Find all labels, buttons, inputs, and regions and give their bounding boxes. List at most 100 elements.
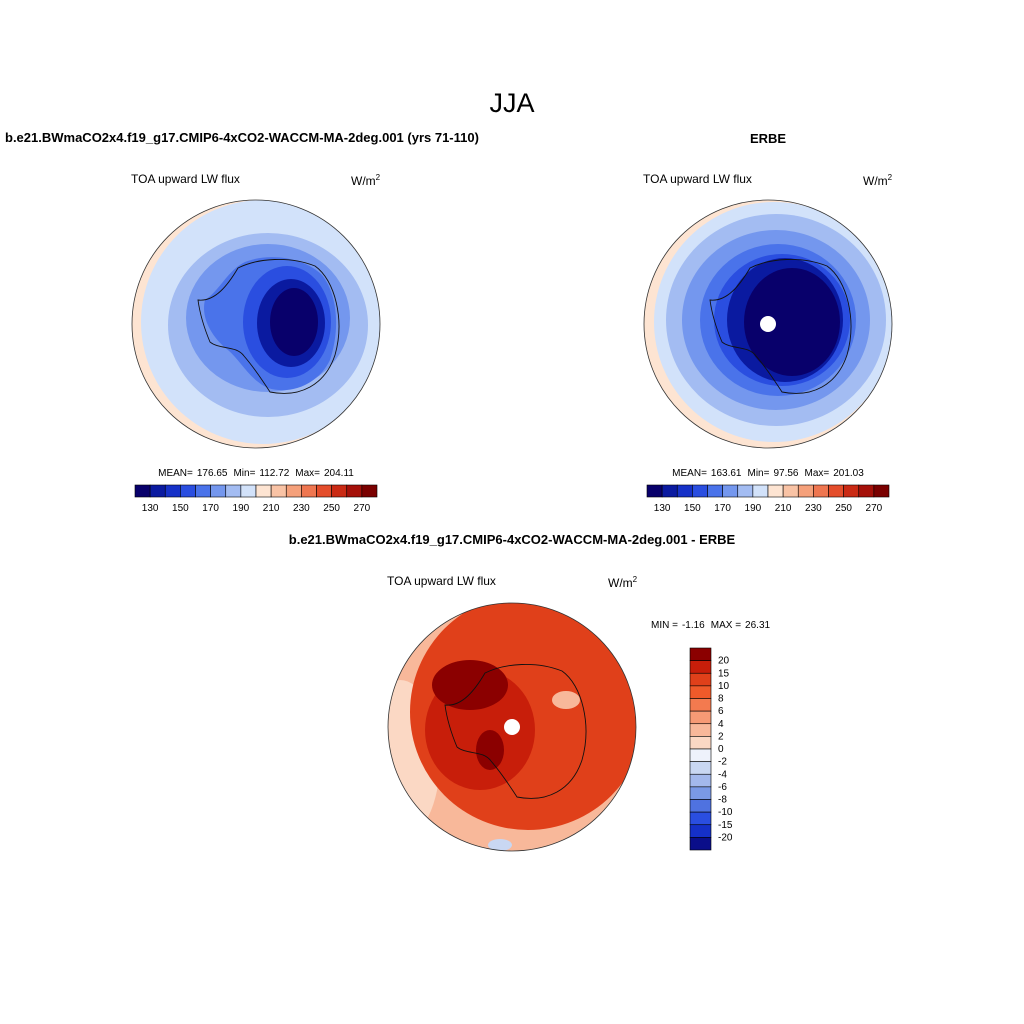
stat-label: Max= — [295, 468, 320, 479]
colorbar-label: 210 — [263, 503, 280, 514]
colorbar-label: 210 — [775, 503, 792, 514]
colorbar-cell — [134, 484, 151, 498]
units: W/m — [863, 174, 888, 188]
colorbar-cell — [316, 484, 332, 498]
colorbar-cell — [843, 484, 860, 498]
colorbar-label: 130 — [142, 503, 159, 514]
colorbar-cell — [164, 484, 181, 498]
colorbar-cell — [689, 685, 712, 699]
colorbar-cell — [689, 748, 712, 762]
stat-label: MEAN= — [672, 468, 707, 479]
colorbar-cell — [346, 484, 363, 498]
colorbar-label: -20 — [718, 832, 733, 843]
stat-label: MEAN= — [158, 468, 193, 479]
map-contour — [270, 288, 318, 356]
colorbar-label: -6 — [718, 782, 727, 793]
colorbar-cell — [767, 484, 784, 498]
colorbar-cell — [225, 484, 242, 498]
colorbar-cell — [661, 484, 678, 498]
colorbar-label: 190 — [233, 503, 250, 514]
coastline — [709, 259, 852, 394]
colorbar-label: -2 — [718, 757, 727, 768]
colorbar-cell — [255, 484, 272, 498]
colorbar-label: 20 — [718, 656, 730, 667]
stat-value: 163.61 — [711, 468, 742, 479]
map — [132, 200, 380, 448]
colorbar-cell — [858, 484, 875, 498]
colorbar-label: 230 — [805, 503, 822, 514]
units-label: W/m2 — [863, 173, 893, 188]
map-contour — [476, 730, 504, 770]
colorbar-label: 150 — [172, 503, 189, 514]
stat-value: 97.56 — [773, 468, 798, 479]
colorbar-cell — [689, 736, 712, 750]
colorbar-cell — [722, 484, 739, 498]
panel-title: b.e21.BWmaCO2x4.f19_g17.CMIP6-4xCO2-WACC… — [289, 532, 736, 547]
colorbar-label: 170 — [714, 503, 731, 514]
colorbar-label: 190 — [745, 503, 762, 514]
colorbar-cell — [782, 484, 799, 498]
panel-title: ERBE — [750, 131, 786, 146]
map — [388, 603, 636, 851]
colorbar-cell — [195, 484, 211, 498]
colorbar-label: 10 — [718, 681, 730, 692]
colorbar-cell — [689, 672, 712, 687]
colorbar-label: -8 — [718, 795, 727, 806]
stat-value: 26.31 — [745, 620, 770, 631]
colorbar-cell — [331, 484, 348, 498]
map-contour — [432, 660, 508, 710]
colorbar-cell — [692, 484, 708, 498]
stat-value: 176.65 — [197, 468, 228, 479]
map — [644, 200, 892, 448]
colorbar-cell — [689, 761, 712, 775]
stat-value: 201.03 — [833, 468, 864, 479]
colorbar-label: 6 — [718, 706, 724, 717]
units-exponent: 2 — [888, 173, 893, 182]
colorbar-label: 15 — [718, 668, 730, 679]
colorbar-cell — [689, 786, 712, 800]
colorbar-label: -4 — [718, 769, 727, 780]
colorbar-label: -15 — [718, 820, 733, 831]
panel-title: b.e21.BWmaCO2x4.f19_g17.CMIP6-4xCO2-WACC… — [5, 130, 479, 145]
colorbar-label: 130 — [654, 503, 671, 514]
colorbar-cell — [689, 660, 712, 674]
colorbar-label: 2 — [718, 731, 724, 742]
coastline — [197, 259, 340, 394]
units-label: W/m2 — [351, 173, 381, 188]
stats: MEAN= 163.61 Min= 97.56 Max= 201.03 — [672, 468, 864, 479]
colorbar-cell — [689, 723, 712, 737]
colorbar-cell — [689, 773, 712, 788]
colorbar-label: 270 — [354, 503, 371, 514]
colorbar-label: -10 — [718, 807, 733, 818]
colorbar-cell — [676, 484, 693, 498]
colorbar-cell — [210, 484, 227, 498]
colorbar-cell — [646, 484, 663, 498]
variable-label: TOA upward LW flux — [131, 172, 240, 186]
colorbar-cell — [689, 799, 712, 813]
stat-value: -1.16 — [682, 620, 705, 631]
colorbar-label: 170 — [202, 503, 219, 514]
map-border — [131, 199, 381, 449]
colorbar-cell — [689, 824, 712, 838]
stat-label: Max= — [804, 468, 829, 479]
units-exponent: 2 — [633, 575, 638, 584]
colorbar-cell — [689, 811, 712, 826]
units-label: W/m2 — [608, 575, 638, 590]
missing-data — [504, 719, 520, 735]
stats: MEAN= 176.65 Min= 112.72 Max= 204.11 — [158, 468, 354, 479]
units: W/m — [351, 174, 376, 188]
colorbar-cell — [149, 484, 166, 498]
colorbar-label: 4 — [718, 719, 724, 730]
colorbar-label: 230 — [293, 503, 310, 514]
colorbar-cell — [828, 484, 844, 498]
colorbar-cell — [752, 484, 769, 498]
figure-title: JJA — [489, 88, 534, 118]
variable-label: TOA upward LW flux — [643, 172, 752, 186]
stat-label: MAX = — [711, 620, 741, 631]
colorbar-cell — [873, 484, 890, 498]
stats: MIN = -1.16 MAX = 26.31 — [651, 620, 771, 631]
colorbar-label: 8 — [718, 694, 724, 705]
colorbar-cell — [813, 484, 829, 498]
units: W/m — [608, 576, 633, 590]
